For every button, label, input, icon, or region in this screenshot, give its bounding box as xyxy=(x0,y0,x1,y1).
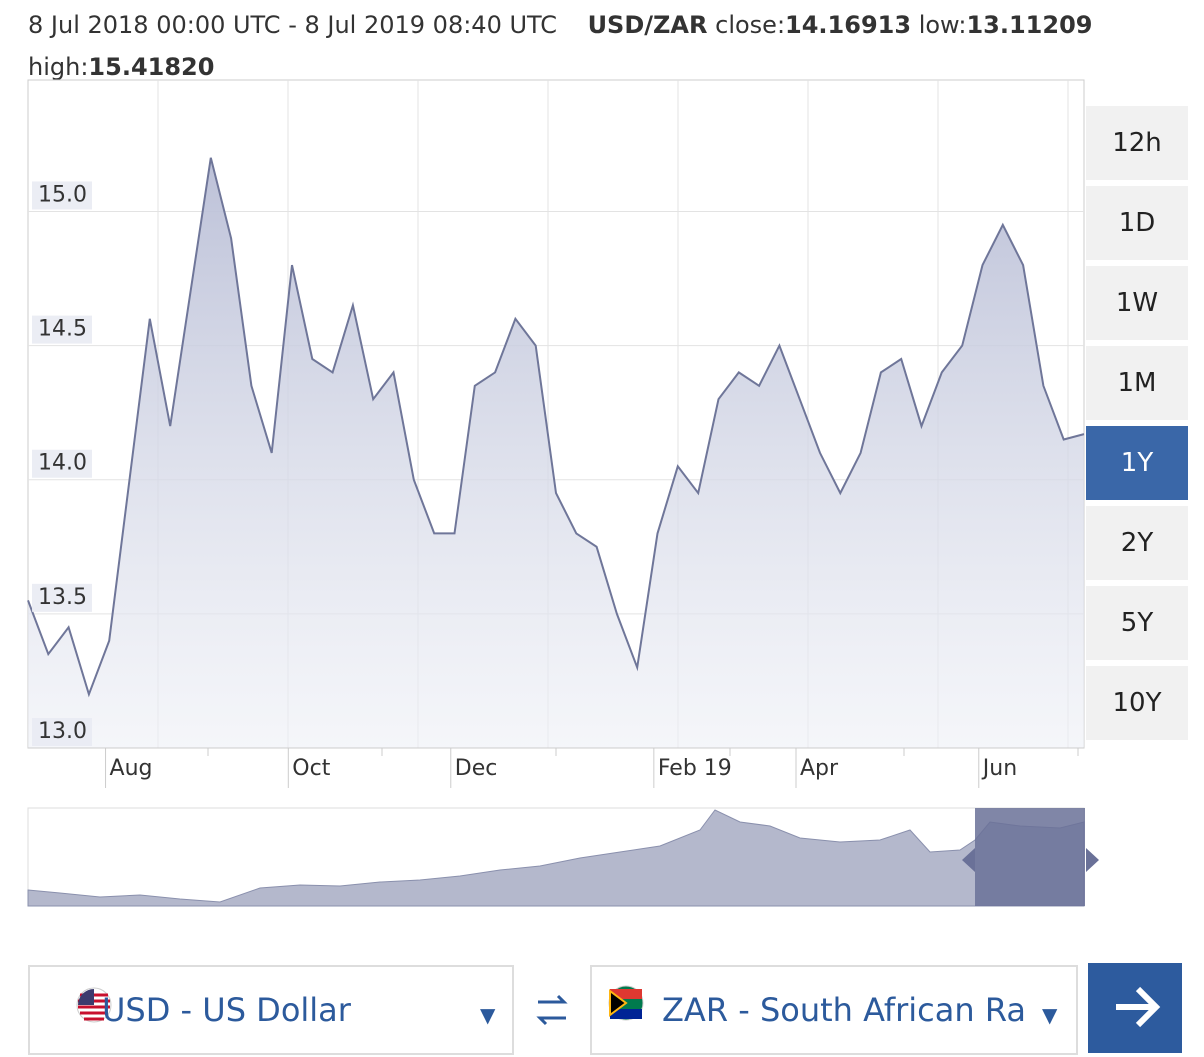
x-tick-label: Oct xyxy=(292,756,330,781)
range-button[interactable]: 2Y xyxy=(1086,506,1188,580)
close-value: 14.16913 xyxy=(785,11,912,39)
y-tick-box xyxy=(32,583,92,612)
high-label: high: xyxy=(28,53,89,81)
us-flag xyxy=(76,987,112,1023)
y-tick-box xyxy=(32,449,92,478)
y-tick-box xyxy=(32,181,92,210)
low-value: 13.11209 xyxy=(966,11,1093,39)
close-label: close: xyxy=(715,11,786,39)
x-tick-label: Aug xyxy=(110,756,153,781)
convert-button[interactable] xyxy=(1088,963,1182,1053)
high-value: 15.41820 xyxy=(88,53,215,81)
dropdown-caret: ▼ xyxy=(1042,1003,1058,1027)
date-range: 8 Jul 2018 00:00 UTC - 8 Jul 2019 08:40 … xyxy=(28,11,558,39)
chart-header: 8 Jul 2018 00:00 UTC - 8 Jul 2019 08:40 … xyxy=(28,4,1178,88)
y-tick-label: 13.0 xyxy=(38,719,87,744)
y-tick-label: 14.0 xyxy=(38,451,87,476)
range-button[interactable]: 1Y xyxy=(1086,426,1188,500)
y-tick-label: 15.0 xyxy=(38,182,87,207)
arrow-icon xyxy=(1116,986,1161,1028)
range-button[interactable]: 10Y xyxy=(1086,666,1188,740)
y-tick-box xyxy=(32,315,92,344)
navigator xyxy=(27,807,1099,907)
to-currency[interactable]: ZAR - South African Rand ▼ xyxy=(590,965,1078,1055)
area xyxy=(28,157,1084,749)
to-label: ZAR - South African Rand xyxy=(662,991,1024,1029)
x-tick-label: Apr xyxy=(800,756,839,781)
swap-icon[interactable] xyxy=(534,990,570,1030)
y-tick-box xyxy=(32,718,92,746)
x-tick-label: Jun xyxy=(981,756,1017,781)
pair: USD/ZAR xyxy=(587,11,708,39)
x-tick-label: Feb 19 xyxy=(658,756,732,781)
chart: 13.0 13.5 14.0 14.5 15.0 Aug Oct Dec Feb 19 Apr Ju… xyxy=(27,79,1099,907)
dropdown-caret: ▼ xyxy=(480,1003,496,1027)
navigator-window[interactable] xyxy=(975,808,1085,906)
range-button[interactable]: 1M xyxy=(1086,346,1188,420)
x-tick-label: Dec xyxy=(455,756,498,781)
y-tick-label: 14.5 xyxy=(38,317,87,342)
range-button[interactable]: 1W xyxy=(1086,266,1188,340)
range-button[interactable]: 5Y xyxy=(1086,586,1188,660)
line-series xyxy=(27,157,1085,698)
from-label: USD - US Dollar xyxy=(102,991,351,1029)
y-tick-label: 13.5 xyxy=(38,585,87,610)
range-button[interactable]: 12h xyxy=(1086,106,1188,180)
range-button[interactable]: 1D xyxy=(1086,186,1188,260)
from-currency[interactable]: USD - US Dollar ▼ xyxy=(28,965,514,1055)
za-flag xyxy=(608,985,644,1021)
low-label: low: xyxy=(918,11,967,39)
